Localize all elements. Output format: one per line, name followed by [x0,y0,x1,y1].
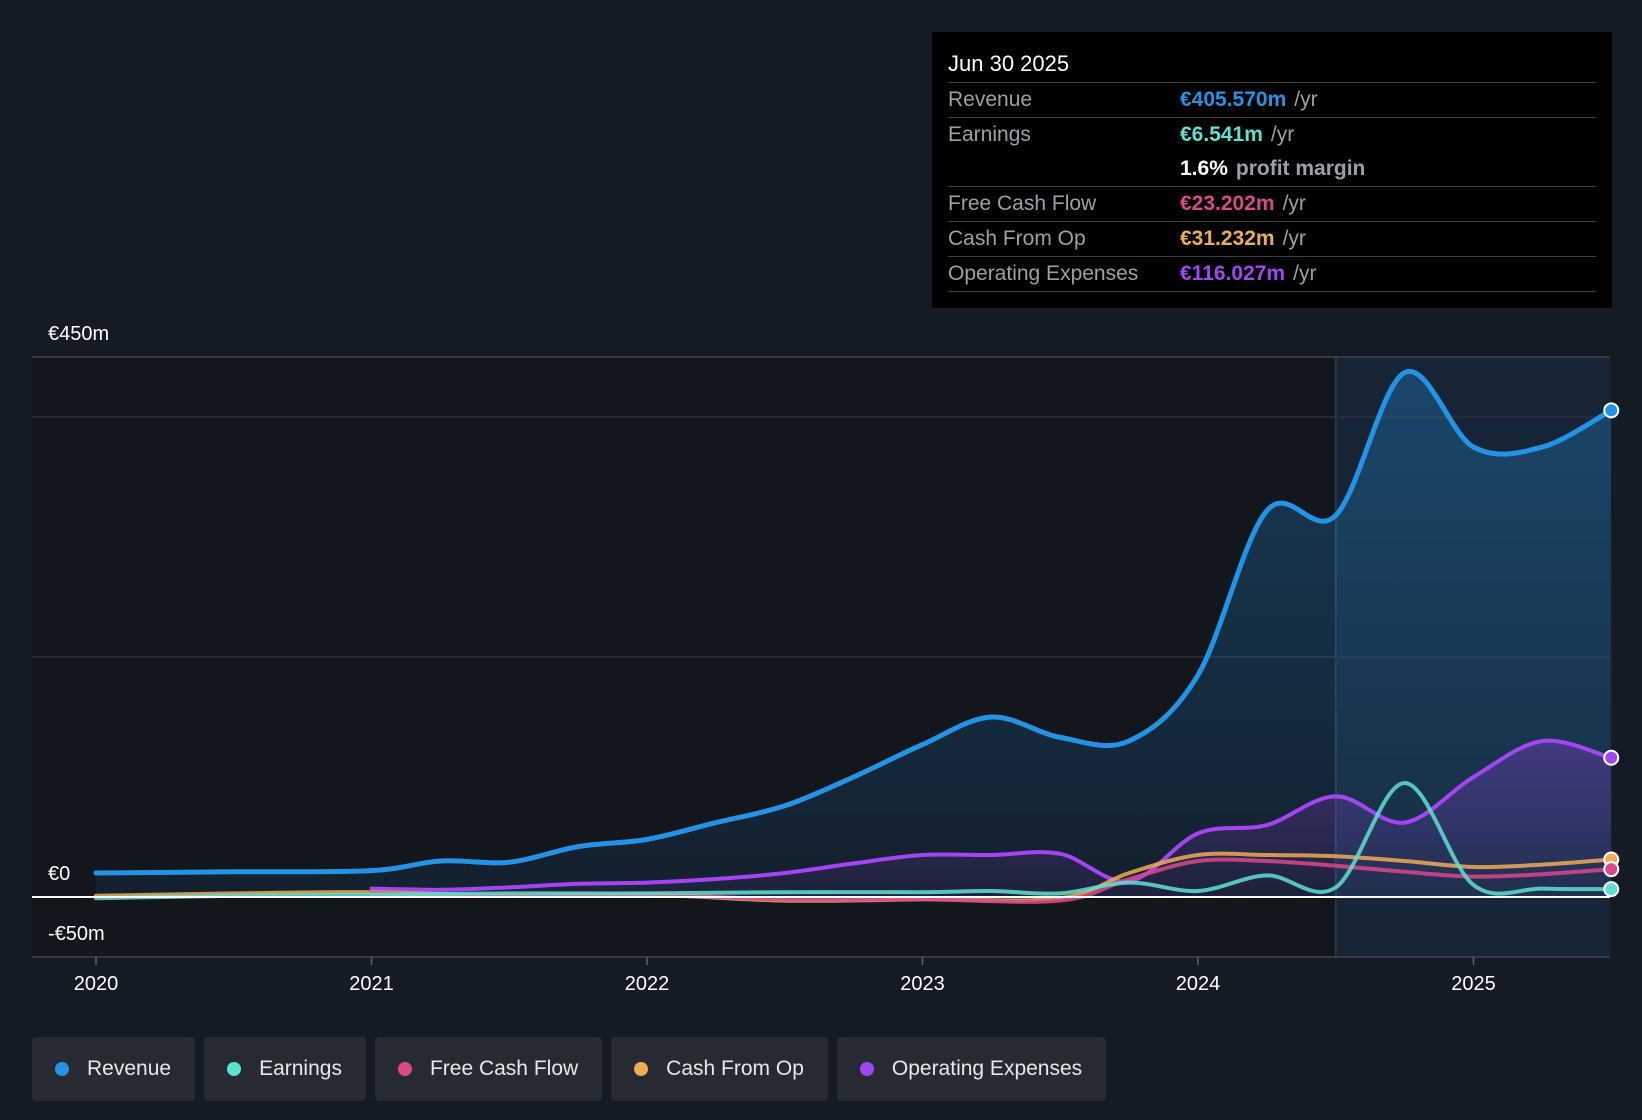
tooltip-value: €405.570m [1180,88,1287,111]
tooltip-label: Earnings [948,123,1031,146]
x-tick-label: 2023 [900,973,945,995]
tooltip-row-cfo: Cash From Op €31.232m /yr [948,222,1596,257]
x-tick-label: 2020 [74,973,119,995]
legend-dot-icon [634,1062,649,1076]
tooltip-value: €31.232m [1180,227,1275,250]
legend-item-operating-expenses[interactable]: Operating Expenses [836,1037,1107,1101]
series-area-revenue [96,371,1612,897]
tooltip-unit: /yr [1282,192,1306,215]
series-end-dot-revenue [1603,402,1620,419]
tooltip-date: Jun 30 2025 [948,46,1596,83]
legend-dot-icon [227,1062,242,1076]
tooltip-row-margin: 1.6% profit margin [948,152,1596,187]
tooltip-row-opex: Operating Expenses €116.027m /yr [948,257,1596,292]
x-tick-label: 2021 [349,973,394,995]
tooltip-row-fcf: Free Cash Flow €23.202m /yr [948,187,1596,222]
tooltip-label: Operating Expenses [948,262,1139,285]
tooltip-value: €23.202m [1180,192,1275,215]
tooltip-margin-unit: profit margin [1235,157,1366,180]
x-tick-label: 2025 [1451,973,1496,995]
series-end-markers [1603,402,1620,898]
y-tick-label-zero: €0 [48,863,70,885]
tooltip-value: €6.541m [1180,123,1263,146]
series-line-operating-expenses [369,738,1614,892]
series-line-earnings [94,780,1614,901]
tooltip-label: Revenue [948,88,1033,111]
tooltip-unit: /yr [1294,88,1318,111]
x-axis: 2020 2021 2022 2023 2024 2025 [74,957,1496,995]
legend-label: Free Cash Flow [429,1057,579,1080]
y-tick-label-top: €450m [48,323,109,345]
legend-item-free-cash-flow[interactable]: Free Cash Flow [374,1037,603,1101]
series-end-dot-operating-expenses [1603,749,1620,766]
y-tick-label-bottom: -€50m [48,923,105,945]
series-layer [93,368,1614,904]
x-tick-label: 2022 [625,973,670,995]
legend-item-revenue[interactable]: Revenue [32,1037,196,1101]
series-area-operating-expenses [371,740,1612,897]
tooltip-margin-value: 1.6% [1180,157,1228,180]
legend-label: Operating Expenses [891,1057,1083,1080]
legend-label: Earnings [259,1057,342,1080]
legend-dot-icon [859,1062,874,1076]
legend-item-earnings[interactable]: Earnings [204,1037,366,1101]
series-end-dot-earnings [1603,881,1620,898]
tooltip-label: Free Cash Flow [948,192,1097,215]
tooltip-unit: /yr [1293,262,1317,285]
legend-label: Revenue [87,1057,172,1080]
tooltip-row-revenue: Revenue €405.570m /yr [948,83,1596,118]
legend-item-cash-from-op[interactable]: Cash From Op [611,1037,828,1101]
legend-dot-icon [397,1062,412,1076]
tooltip-panel: Jun 30 2025 Revenue €405.570m /yr Earnin… [932,32,1612,308]
tooltip-label: Cash From Op [948,227,1086,250]
series-line-revenue [93,368,1614,876]
tooltip-value: €116.027m [1180,262,1286,285]
tooltip-unit: /yr [1270,123,1295,146]
legend-label: Cash From Op [666,1057,804,1080]
legend: Revenue Earnings Free Cash Flow Cash Fro… [32,1037,1107,1101]
x-tick-label: 2024 [1176,973,1221,995]
tooltip-label-empty [948,152,1180,186]
series-end-dot-free-cash-flow [1603,861,1620,878]
tooltip-row-earnings: Earnings €6.541m /yr [948,118,1596,152]
tooltip-unit: /yr [1282,227,1306,250]
legend-dot-icon [55,1062,69,1076]
